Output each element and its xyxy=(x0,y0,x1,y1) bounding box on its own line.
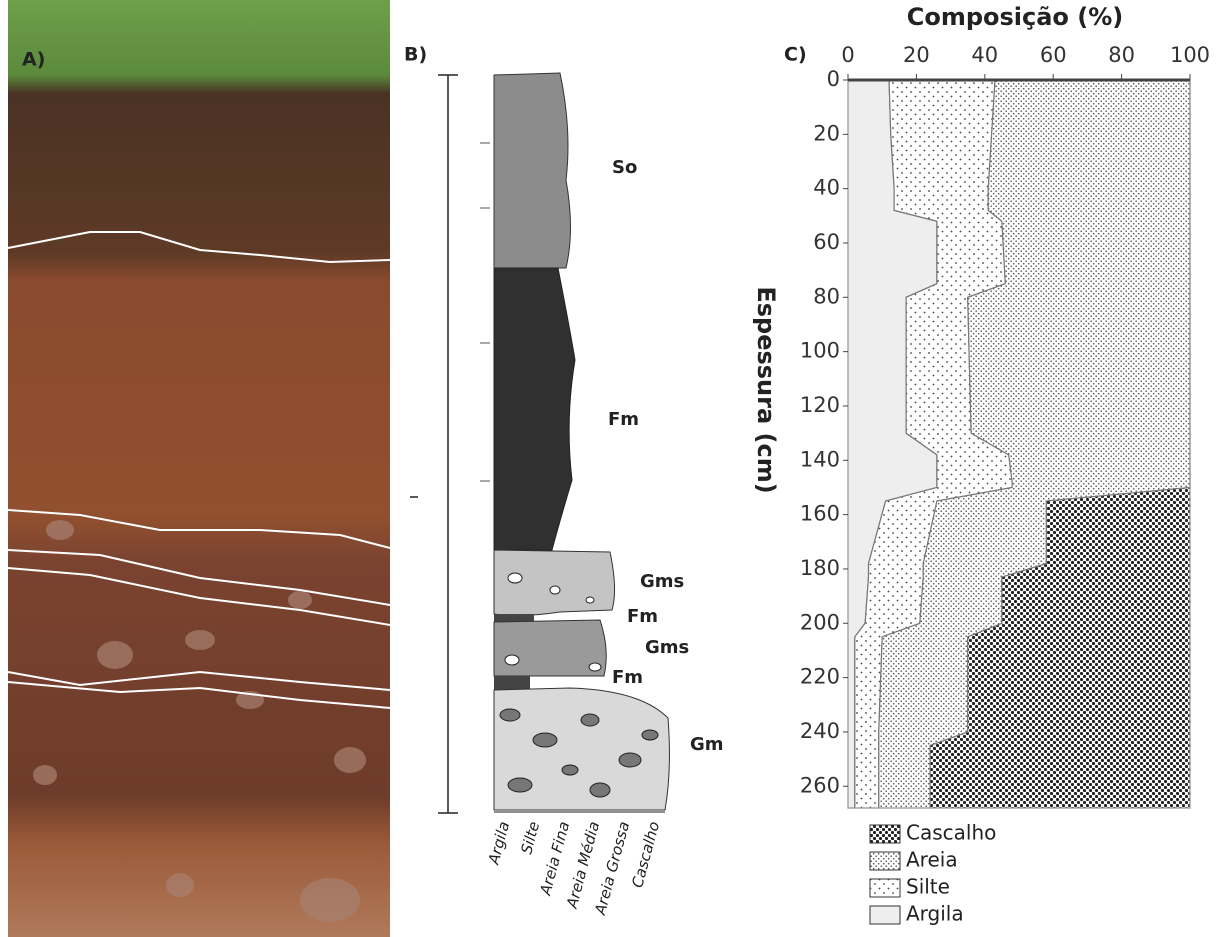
y-tick-label: 240 xyxy=(800,719,840,743)
legend-label: Areia xyxy=(906,848,958,872)
y-tick-label: 180 xyxy=(800,556,840,580)
grain-size-label: Silte xyxy=(517,820,543,857)
x-tick-label: 0 xyxy=(841,43,854,67)
y-axis-title: Espessura (cm) xyxy=(752,286,780,493)
unit-label: Fm xyxy=(627,606,658,627)
y-tick-label: 200 xyxy=(800,610,840,634)
y-tick-label: 60 xyxy=(813,230,840,254)
strat-column: B) xyxy=(404,44,670,814)
y-tick-label: 260 xyxy=(800,773,840,797)
y-tick-label: 20 xyxy=(813,121,840,145)
grain-size-label: Cascalho xyxy=(628,820,663,890)
unit-label: Fm xyxy=(608,409,639,430)
unit-label: Gms xyxy=(645,637,689,658)
unit-label: Gms xyxy=(640,571,684,592)
y-tick-label: 40 xyxy=(813,176,840,200)
panel-label: B) xyxy=(404,44,427,66)
y-tick-label: 140 xyxy=(800,447,840,471)
panel-label: A) xyxy=(22,49,45,71)
legend-swatch xyxy=(869,905,901,925)
legend-label: Argila xyxy=(906,902,964,926)
soil-photo: A) xyxy=(7,0,391,937)
y-tick-label: 220 xyxy=(800,665,840,689)
composition-chart: C) Composição (%) Espessura (cm) 0 20 40 60… xyxy=(752,3,1210,926)
y-tick-label: 80 xyxy=(813,284,840,308)
unit-label: So xyxy=(612,157,637,178)
legend-label: Cascalho xyxy=(906,821,996,845)
x-tick-label: 80 xyxy=(1108,43,1135,67)
x-tick-label: 100 xyxy=(1170,43,1210,67)
unit-label: Fm xyxy=(612,667,643,688)
y-tick-label: 0 xyxy=(827,67,840,91)
y-tick-label: 120 xyxy=(800,393,840,417)
panel-label: C) xyxy=(784,44,807,66)
legend-swatch xyxy=(869,878,901,898)
x-tick-label: 60 xyxy=(1040,43,1067,67)
x-tick-label: 20 xyxy=(903,43,930,67)
legend-swatch xyxy=(869,851,901,871)
grain-size-label: Argila xyxy=(484,820,513,868)
y-tick-label: 160 xyxy=(800,502,840,526)
legend-label: Silte xyxy=(906,875,950,899)
y-tick-label: 100 xyxy=(800,339,840,363)
chart-title: Composição (%) xyxy=(907,3,1124,31)
x-tick-label: 40 xyxy=(971,43,998,67)
unit-label: Gm xyxy=(690,734,724,755)
legend-swatch xyxy=(869,824,901,844)
